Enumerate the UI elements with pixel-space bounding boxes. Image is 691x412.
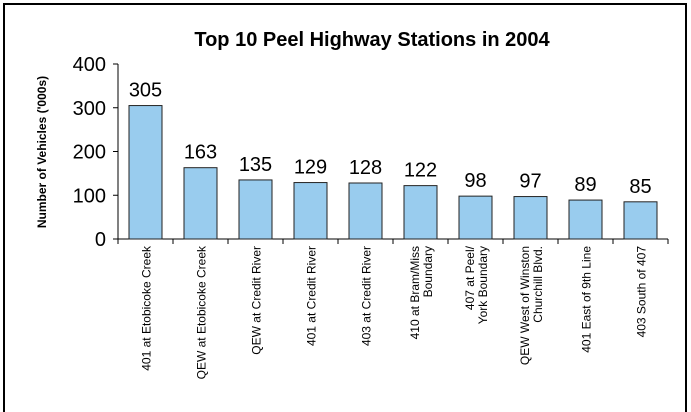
- x-tick-label: 401 East of 9th Line: [580, 246, 594, 353]
- y-tick-label: 200: [73, 142, 106, 164]
- bar: [128, 105, 163, 240]
- y-tick-label: 0: [95, 229, 106, 251]
- value-label: 98: [464, 170, 486, 192]
- bar: [513, 196, 548, 240]
- x-tick-label: QEW West of WinstonChurchill Blvd.: [518, 246, 545, 365]
- y-axis-label: Number of Vehicles ('000s): [35, 76, 49, 228]
- chart-title: Top 10 Peel Highway Stations in 2004: [194, 29, 550, 51]
- x-tick-label: 407 at Peel/York Boundary: [463, 245, 490, 324]
- x-tick-label: QEW at Credit River: [250, 246, 264, 355]
- value-label: 122: [404, 160, 437, 182]
- bar: [568, 199, 603, 240]
- y-tick-label: 400: [73, 54, 106, 76]
- x-tick-label: 403 South of 407: [635, 246, 649, 338]
- x-tick-label: QEW at Etobicoke Creek: [195, 245, 209, 379]
- bar: [293, 182, 328, 240]
- bar: [403, 185, 438, 240]
- value-label: 85: [629, 176, 651, 198]
- value-label: 163: [184, 142, 217, 164]
- bar: [348, 182, 383, 240]
- y-tick-label: 300: [73, 98, 106, 120]
- value-label: 97: [519, 171, 541, 193]
- bar: [623, 201, 658, 240]
- x-tick-label: 410 at Bram/MissBoundary: [408, 246, 435, 339]
- value-label: 129: [294, 157, 327, 179]
- value-label: 305: [129, 80, 162, 102]
- bar: [458, 195, 493, 240]
- x-tick-label: 403 at Credit River: [360, 246, 374, 346]
- value-label: 89: [574, 174, 596, 196]
- y-tick-label: 100: [73, 185, 106, 207]
- bar: [183, 167, 218, 240]
- value-label: 128: [349, 157, 382, 179]
- value-label: 135: [239, 154, 272, 176]
- x-tick-label: 401 at Etobicoke Creek: [140, 245, 154, 371]
- x-tick-label: 401 at Credit River: [305, 246, 319, 346]
- bar: [238, 179, 273, 240]
- frame: [3, 3, 687, 412]
